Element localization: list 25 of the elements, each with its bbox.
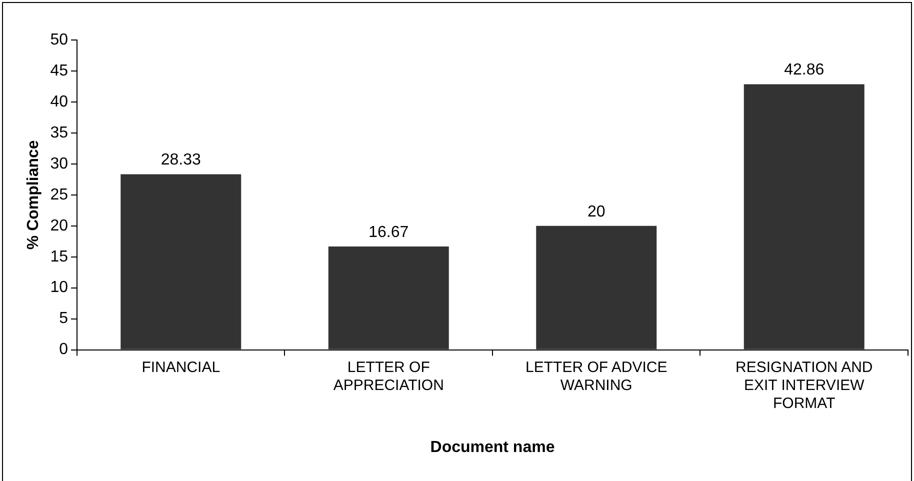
data-label: 42.86	[784, 62, 824, 79]
bar	[536, 226, 657, 350]
y-tick-label: 0	[59, 341, 68, 358]
x-tick-label: FINANCIAL	[142, 358, 220, 376]
bar	[328, 246, 449, 350]
y-tick-label: 45	[50, 62, 68, 80]
data-label: 28.33	[160, 152, 201, 169]
bar	[120, 174, 242, 350]
data-label: 16.67	[368, 224, 409, 241]
x-axis-title: Document name	[430, 438, 555, 456]
y-tick-label: 50	[50, 31, 68, 48]
y-tick-label: 5	[59, 310, 68, 328]
y-tick-label: 10	[50, 279, 68, 296]
y-tick-label: 15	[50, 248, 68, 266]
x-tick-label: LETTER OF APPRECIATION	[333, 358, 444, 394]
y-tick-label: 40	[50, 93, 68, 110]
y-tick-label: 30	[50, 155, 68, 172]
y-tick-label: 35	[50, 124, 68, 142]
y-tick-label: 20	[50, 217, 68, 234]
x-tick-label: LETTER OF ADVICE WARNING	[526, 358, 668, 394]
y-axis-title: % Compliance	[25, 140, 42, 250]
x-tick-label: RESIGNATION AND EXIT INTERVIEW FORMAT	[736, 358, 873, 412]
data-label: 20	[587, 203, 606, 220]
bar	[744, 84, 864, 350]
y-tick-label: 25	[50, 186, 68, 204]
